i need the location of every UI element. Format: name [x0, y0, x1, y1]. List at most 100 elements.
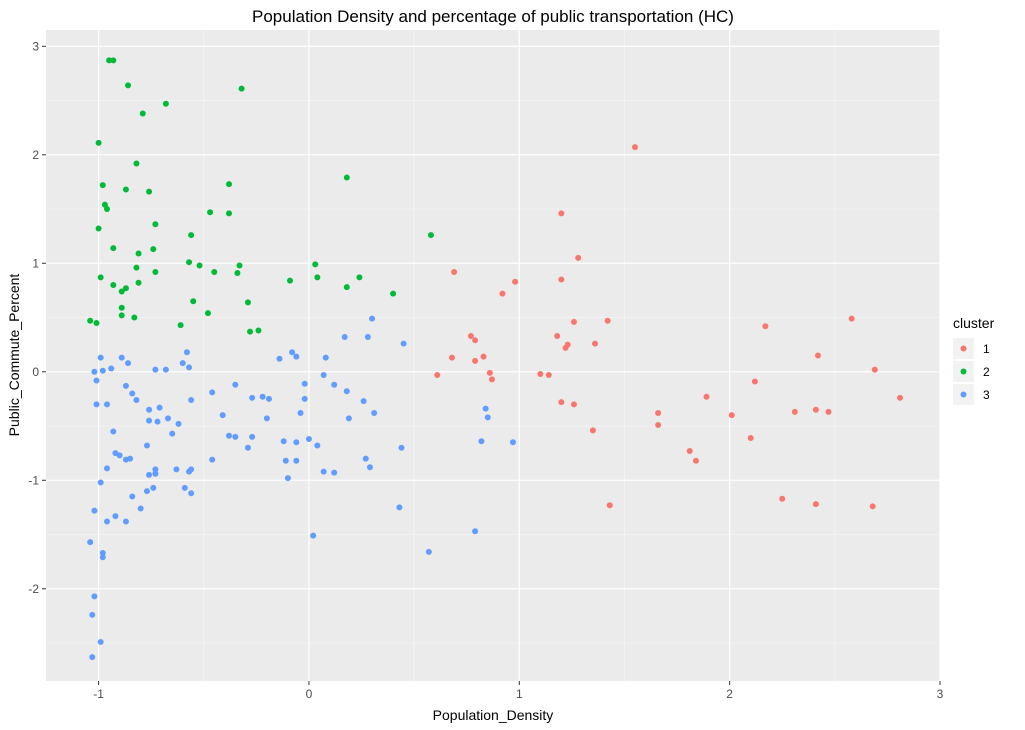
point-cluster-2 [110, 281, 117, 288]
point-cluster-2 [314, 274, 321, 281]
y-tick-label: 2 [32, 148, 39, 162]
x-tick-label: 1 [516, 687, 523, 701]
point-cluster-1 [472, 357, 479, 364]
legend-key-point [960, 345, 967, 352]
point-cluster-3 [175, 420, 182, 427]
point-cluster-3 [150, 484, 157, 491]
point-cluster-1 [604, 317, 611, 324]
legend: cluster 1 2 3 [953, 315, 995, 405]
point-cluster-2 [146, 188, 153, 195]
point-cluster-2 [95, 139, 102, 146]
point-cluster-2 [93, 319, 100, 326]
point-cluster-3 [87, 539, 94, 546]
point-cluster-3 [289, 349, 296, 356]
point-cluster-3 [122, 382, 129, 389]
point-cluster-2 [226, 210, 233, 217]
point-cluster-3 [310, 532, 317, 539]
point-cluster-3 [99, 554, 106, 561]
point-cluster-2 [188, 232, 195, 239]
point-cluster-3 [509, 439, 516, 446]
point-cluster-1 [871, 366, 878, 373]
point-cluster-3 [297, 410, 304, 417]
point-cluster-3 [400, 340, 407, 347]
legend-key-point [960, 391, 967, 398]
point-cluster-2 [133, 264, 140, 271]
point-cluster-1 [692, 457, 699, 464]
point-cluster-1 [728, 412, 735, 419]
point-cluster-3 [146, 417, 153, 424]
point-cluster-1 [512, 278, 519, 285]
x-axis-title: Population_Density [433, 707, 554, 723]
point-cluster-3 [282, 457, 289, 464]
point-cluster-3 [116, 452, 123, 459]
point-cluster-3 [133, 396, 140, 403]
point-cluster-2 [150, 246, 157, 253]
plot-panel [46, 30, 940, 681]
point-cluster-3 [143, 488, 150, 495]
point-cluster-1 [825, 408, 832, 415]
point-cluster-3 [91, 507, 98, 514]
point-cluster-3 [232, 381, 239, 388]
point-cluster-3 [137, 505, 144, 512]
point-cluster-3 [179, 360, 186, 367]
point-cluster-3 [104, 518, 111, 525]
point-cluster-3 [146, 406, 153, 413]
y-tick-label: 0 [32, 365, 39, 379]
point-cluster-2 [99, 182, 106, 189]
point-cluster-3 [360, 398, 367, 405]
point-cluster-3 [183, 349, 190, 356]
point-cluster-2 [118, 288, 125, 295]
point-cluster-3 [366, 464, 373, 471]
point-cluster-3 [91, 593, 98, 600]
point-cluster-3 [314, 442, 321, 449]
legend-label: 3 [983, 388, 990, 402]
point-cluster-3 [127, 455, 134, 462]
point-cluster-2 [97, 274, 104, 281]
point-cluster-3 [112, 513, 119, 520]
point-cluster-1 [558, 399, 565, 406]
y-axis-title: Public_Commute_Percent [6, 274, 22, 437]
point-cluster-3 [91, 368, 98, 375]
point-cluster-2 [87, 317, 94, 324]
point-cluster-3 [320, 468, 327, 475]
x-tick-label: -1 [93, 687, 104, 701]
point-cluster-3 [209, 389, 216, 396]
point-cluster-3 [265, 395, 272, 402]
y-tick-label: -2 [28, 582, 39, 596]
point-cluster-1 [812, 406, 819, 413]
point-cluster-3 [165, 415, 172, 422]
point-cluster-2 [125, 82, 132, 89]
point-cluster-2 [110, 57, 117, 64]
point-cluster-2 [190, 298, 197, 305]
point-cluster-1 [558, 210, 565, 217]
point-cluster-1 [762, 323, 769, 330]
point-cluster-3 [152, 470, 159, 477]
point-cluster-3 [104, 401, 111, 408]
point-cluster-3 [396, 504, 403, 511]
point-cluster-3 [93, 377, 100, 384]
point-cluster-3 [244, 444, 251, 451]
point-cluster-3 [345, 415, 352, 422]
point-cluster-3 [162, 366, 169, 373]
point-cluster-2 [312, 261, 319, 268]
point-cluster-2 [356, 274, 363, 281]
point-cluster-1 [575, 254, 582, 261]
point-cluster-3 [186, 468, 193, 475]
point-cluster-1 [655, 410, 662, 417]
point-cluster-3 [173, 466, 180, 473]
point-cluster-2 [133, 160, 140, 167]
point-cluster-3 [331, 469, 338, 476]
point-cluster-3 [146, 471, 153, 478]
point-cluster-2 [204, 310, 211, 317]
point-cluster-3 [129, 390, 136, 397]
point-cluster-3 [156, 404, 163, 411]
point-cluster-2 [131, 314, 138, 321]
point-cluster-1 [488, 376, 495, 383]
point-cluster-2 [238, 85, 245, 92]
point-cluster-3 [249, 394, 256, 401]
point-cluster-3 [320, 372, 327, 379]
point-cluster-1 [467, 332, 474, 339]
point-cluster-2 [162, 100, 169, 107]
point-cluster-2 [234, 270, 241, 277]
